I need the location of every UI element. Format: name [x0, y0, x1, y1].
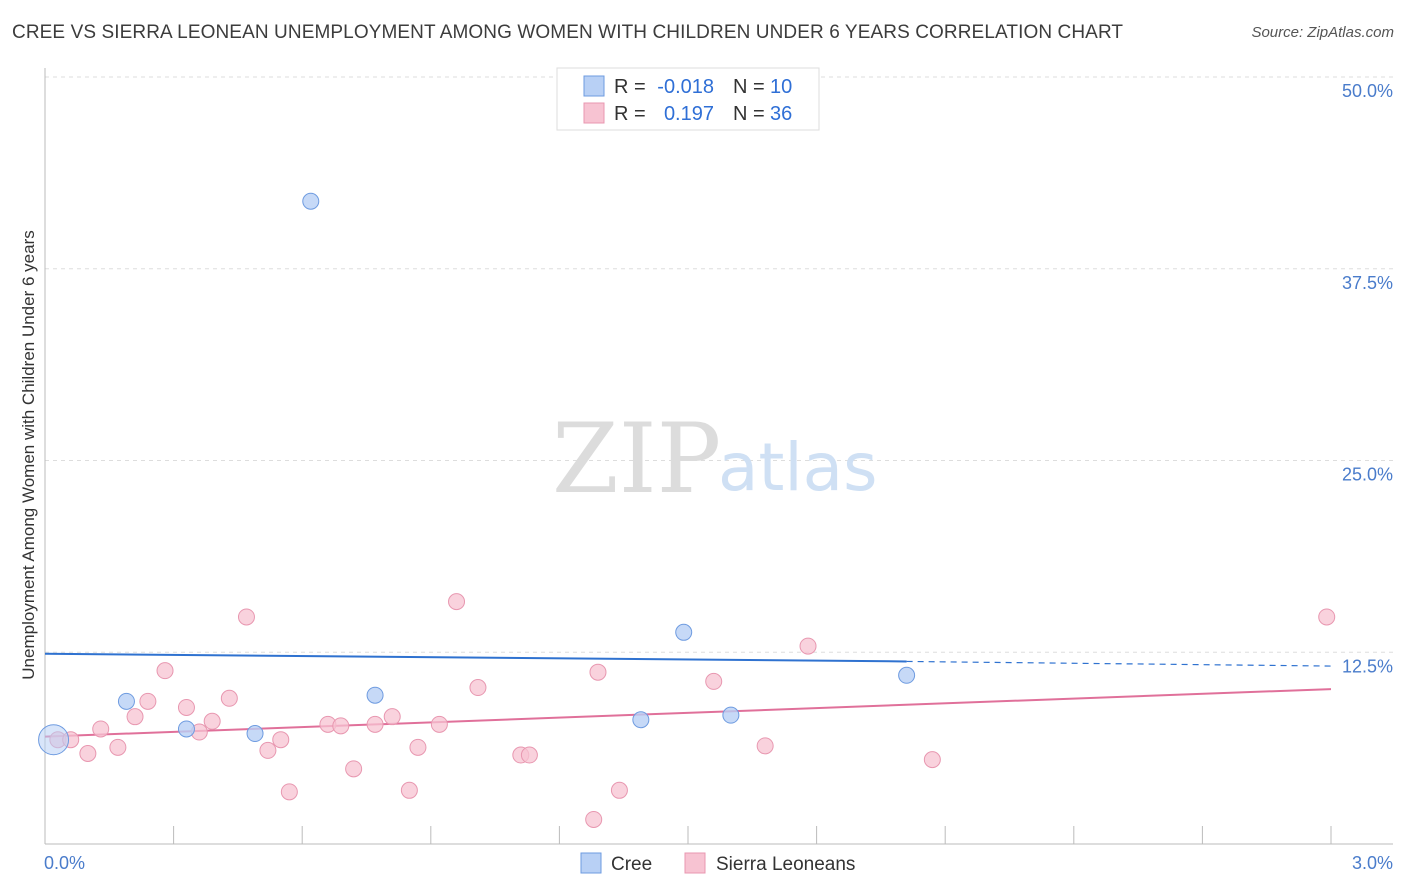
- y-tick-label: 37.5%: [1342, 273, 1393, 293]
- sierra-leoneans-point: [237, 608, 255, 626]
- trendline-cree: [44, 652, 907, 663]
- legend-r-label-sierra-leoneans: R =: [614, 103, 646, 125]
- sierra-leoneans-point: [799, 637, 817, 655]
- sierra-leoneans-point: [280, 783, 298, 801]
- cree-point: [722, 706, 740, 724]
- sierra-leoneans-point: [126, 708, 144, 726]
- bottom-legend-label-cree: Cree: [611, 854, 652, 875]
- legend-n-value-cree: 10: [770, 76, 792, 98]
- sierra-leoneans-point: [430, 715, 448, 733]
- sierra-leoneans-point: [448, 593, 466, 611]
- cree-point: [177, 720, 195, 738]
- watermark-zip: ZIP: [552, 403, 721, 515]
- y-tick-label: 25.0%: [1342, 465, 1393, 485]
- chart-title: CREE VS SIERRA LEONEAN UNEMPLOYMENT AMON…: [12, 22, 1124, 43]
- sierra-leoneans-point: [366, 715, 384, 733]
- legend-swatch-sierra-leoneans: [583, 102, 605, 124]
- sierra-leoneans-point: [139, 692, 157, 710]
- legend-r-label-cree: R =: [614, 76, 646, 98]
- watermark-atlas: atlas: [718, 429, 878, 506]
- sierra-leoneans-point: [109, 738, 127, 756]
- x-tick-label-min: 0.0%: [44, 853, 85, 873]
- cree-point: [898, 666, 916, 684]
- sierra-leoneans-point: [469, 679, 487, 697]
- sierra-leoneans-point: [409, 738, 427, 756]
- y-tick-label: 12.5%: [1342, 656, 1393, 676]
- cree-point: [38, 724, 70, 756]
- bottom-legend: Cree Sierra Leoneans: [580, 852, 855, 875]
- sierra-leoneans-point: [383, 708, 401, 726]
- grid-layer: 12.5% 25.0% 37.5% 50.0%: [45, 76, 1393, 676]
- sierra-leoneans-point: [203, 712, 221, 730]
- sierra-leoneans-point: [345, 760, 363, 778]
- legend-n-value-sierra-leoneans: 36: [770, 103, 792, 125]
- bottom-legend-swatch-cree: [580, 852, 602, 874]
- sierra-leoneans-point: [923, 751, 941, 769]
- legend-swatch-cree: [583, 75, 605, 97]
- legend-r-value-cree: -0.018: [657, 76, 714, 98]
- points-layer: [38, 192, 1336, 828]
- sierra-leoneans-point: [610, 781, 628, 799]
- cree-point: [302, 192, 320, 210]
- cree-point: [117, 692, 135, 710]
- legend-n-label-cree: N =: [733, 76, 765, 98]
- sierra-leoneans-point: [332, 717, 350, 735]
- sierra-leoneans-point: [705, 672, 723, 690]
- sierra-leoneans-point: [220, 689, 238, 707]
- sierra-leoneans-point: [177, 698, 195, 716]
- legend-n-label-sierra-leoneans: N =: [733, 103, 765, 125]
- y-axis-label: Unemployment Among Women with Children U…: [19, 230, 38, 679]
- axis-layer: 0.0% 3.0%: [44, 68, 1393, 873]
- bottom-legend-swatch-sierra-leoneans: [684, 852, 706, 874]
- sierra-leoneans-point: [400, 781, 418, 799]
- trend-layer: [44, 652, 1332, 738]
- trendline-sierra-leoneans: [44, 688, 1332, 738]
- sierra-leoneans-point: [259, 741, 277, 759]
- chart-source: Source: ZipAtlas.com: [1251, 24, 1394, 41]
- trendline-cree-extension: [906, 660, 1332, 667]
- sierra-leoneans-point: [92, 720, 110, 738]
- y-tick-label: 50.0%: [1342, 81, 1393, 101]
- sierra-leoneans-point: [1318, 608, 1336, 626]
- top-legend: R = -0.018 N = 10 R = 0.197 N = 36: [556, 67, 820, 131]
- sierra-leoneans-point: [756, 737, 774, 755]
- cree-point: [246, 725, 264, 743]
- watermark: ZIP atlas: [552, 403, 878, 515]
- sierra-leoneans-point: [589, 663, 607, 681]
- sierra-leoneans-point: [272, 731, 290, 749]
- sierra-leoneans-point: [79, 744, 97, 762]
- cree-point: [632, 711, 650, 729]
- x-tick-label-max: 3.0%: [1352, 853, 1393, 873]
- sierra-leoneans-point: [520, 746, 538, 764]
- sierra-leoneans-point: [585, 810, 603, 828]
- cree-point: [366, 686, 384, 704]
- cree-point: [675, 623, 693, 641]
- legend-r-value-sierra-leoneans: 0.197: [664, 103, 714, 125]
- sierra-leoneans-point: [156, 662, 174, 680]
- bottom-legend-label-sierra-leoneans: Sierra Leoneans: [716, 854, 855, 875]
